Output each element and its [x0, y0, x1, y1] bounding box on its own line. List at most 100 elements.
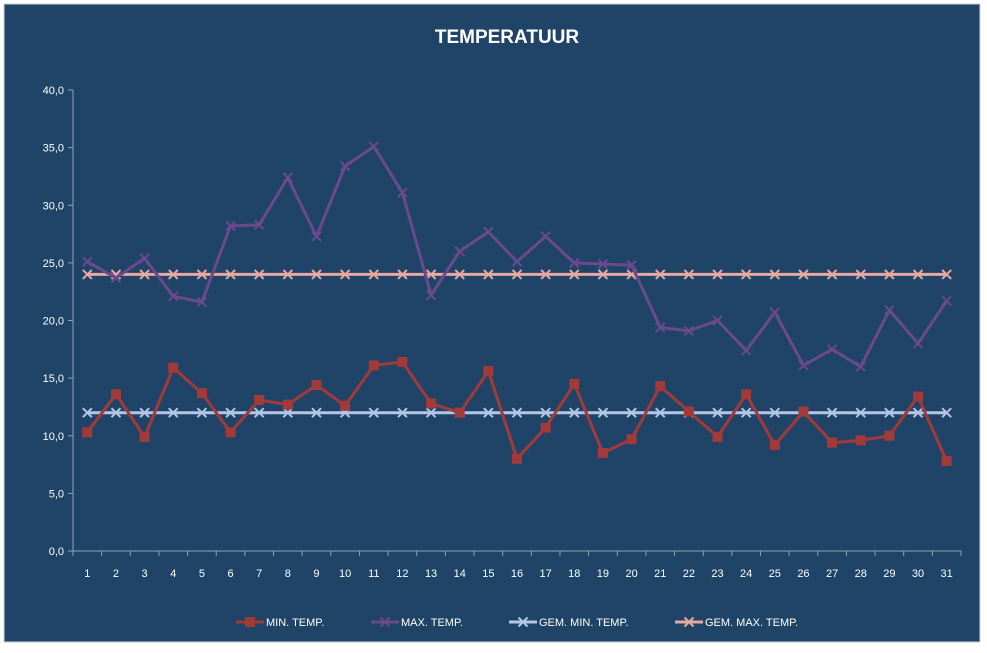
legend: MIN. TEMP. MAX. TEMP. GEM. MIN. TEMP. GEM. …: [236, 616, 798, 629]
data-point: [540, 407, 551, 418]
data-point: [253, 269, 265, 280]
data-point: [110, 389, 121, 400]
x-tick-label: 27: [826, 568, 838, 580]
data-point: [540, 269, 551, 280]
y-tick-label: 25,0: [43, 258, 64, 270]
data-point: [511, 407, 523, 418]
series-0: [82, 356, 952, 467]
data-point: [597, 407, 609, 418]
data-point: [884, 269, 895, 280]
x-tick-label: 1: [84, 568, 90, 580]
x-tick-label: 12: [396, 568, 408, 580]
data-point: [282, 172, 294, 183]
data-point: [540, 231, 551, 242]
data-point: [597, 258, 609, 270]
x-tick-label: 28: [855, 568, 867, 580]
data-point: [913, 391, 924, 402]
chart-title: TEMPERATUUR: [435, 27, 580, 48]
data-point: [569, 257, 580, 269]
data-point: [626, 407, 637, 418]
data-point: [941, 295, 952, 307]
data-point: [368, 269, 379, 280]
data-point: [712, 269, 723, 280]
data-point: [740, 345, 752, 356]
data-point: [82, 407, 93, 418]
data-point: [368, 407, 379, 418]
x-tick-label: 30: [912, 568, 924, 580]
data-point: [139, 269, 150, 280]
x-tick-label: 24: [740, 568, 752, 580]
legend-marker: [683, 616, 695, 628]
data-point: [483, 226, 494, 237]
data-point: [769, 407, 781, 418]
axes: 0,05,010,015,020,025,030,035,040,01 2 3 4 5 6…: [43, 85, 962, 580]
data-point: [740, 407, 752, 418]
data-point: [225, 220, 236, 232]
y-tick-label: 30,0: [43, 200, 64, 212]
data-point: [826, 269, 838, 280]
y-tick-label: 40,0: [43, 85, 64, 97]
x-tick-label: 26: [797, 568, 809, 580]
data-point: [397, 187, 408, 198]
x-tick-label: 16: [511, 568, 523, 580]
data-point: [597, 269, 609, 280]
y-tick-label: 20,0: [43, 316, 64, 328]
data-point: [368, 141, 379, 152]
data-point: [196, 407, 208, 418]
data-point: [798, 406, 809, 417]
data-point: [855, 361, 866, 372]
data-point: [253, 407, 265, 418]
data-point: [855, 435, 866, 446]
data-point: [254, 395, 265, 406]
x-tick-label: 31: [941, 568, 953, 580]
data-point: [511, 269, 523, 280]
data-point: [741, 389, 752, 400]
data-point: [712, 407, 723, 418]
chart-background: [3, 3, 981, 643]
legend-item: MAX. TEMP.: [371, 616, 463, 629]
data-point: [425, 407, 437, 418]
legend-label: GEM. MIN. TEMP.: [539, 617, 628, 629]
y-tick-label: 35,0: [43, 143, 64, 155]
legend-label: MAX. TEMP.: [401, 617, 463, 629]
data-point: [139, 253, 150, 264]
x-tick-label: 29: [883, 568, 895, 580]
x-tick-label: 21: [654, 568, 666, 580]
data-point: [426, 398, 437, 409]
data-point: [912, 338, 924, 349]
data-point: [769, 439, 780, 450]
data-point: [884, 430, 895, 441]
x-tick-label: 5: [199, 568, 205, 580]
data-point: [569, 269, 580, 280]
data-point: [82, 269, 93, 280]
data-point: [884, 304, 895, 316]
x-tick-label: 10: [339, 568, 351, 580]
y-tick-label: 5,0: [49, 488, 64, 500]
data-point: [225, 407, 236, 418]
data-point: [798, 360, 809, 371]
legend-item: GEM. MIN. TEMP.: [509, 616, 628, 629]
data-point: [884, 407, 895, 418]
data-point: [311, 380, 322, 391]
data-point: [425, 269, 437, 280]
data-point: [311, 231, 322, 242]
data-point: [655, 322, 666, 333]
data-point: [397, 356, 408, 367]
data-point: [683, 269, 695, 280]
legend-item: MIN. TEMP.: [236, 617, 324, 629]
data-point: [483, 269, 494, 280]
x-tick-label: 25: [769, 568, 781, 580]
data-point: [454, 269, 465, 280]
series-1: [82, 141, 952, 372]
data-point: [569, 378, 580, 389]
x-tick-label: 9: [313, 568, 319, 580]
data-point: [655, 407, 666, 418]
series-layer: [82, 141, 952, 467]
data-point: [454, 407, 465, 418]
legend-marker: [517, 616, 529, 628]
data-point: [225, 269, 236, 280]
x-tick-label: 22: [683, 568, 695, 580]
data-point: [569, 407, 580, 418]
y-tick-label: 10,0: [43, 431, 64, 443]
